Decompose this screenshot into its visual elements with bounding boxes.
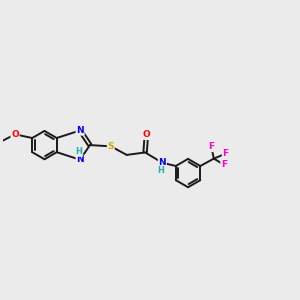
- Text: H: H: [75, 147, 82, 156]
- Text: O: O: [142, 130, 150, 139]
- Text: O: O: [11, 130, 19, 139]
- Text: N: N: [76, 126, 84, 135]
- Text: F: F: [221, 160, 227, 169]
- Text: N: N: [76, 155, 84, 164]
- Text: F: F: [223, 149, 229, 158]
- Text: F: F: [208, 142, 214, 151]
- Text: N: N: [158, 158, 166, 167]
- Text: H: H: [157, 166, 164, 175]
- Text: S: S: [107, 142, 114, 151]
